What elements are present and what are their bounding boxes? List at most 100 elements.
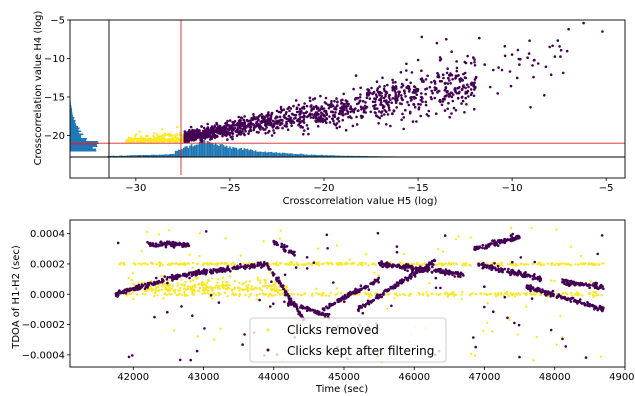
histogram-bar xyxy=(141,155,143,157)
data-point xyxy=(457,91,461,95)
data-point xyxy=(472,85,475,88)
data-point xyxy=(464,86,467,90)
data-point xyxy=(515,76,519,80)
data-point xyxy=(186,288,190,291)
data-point xyxy=(337,299,341,302)
data-point xyxy=(531,262,534,265)
data-point xyxy=(331,114,335,117)
data-point xyxy=(267,111,270,114)
data-point xyxy=(460,96,464,99)
data-point xyxy=(386,83,389,87)
data-point xyxy=(347,292,351,295)
data-point xyxy=(601,285,604,288)
data-point xyxy=(150,287,153,290)
data-point xyxy=(486,264,490,267)
data-point xyxy=(221,283,225,286)
data-point xyxy=(280,245,283,248)
data-point xyxy=(473,64,477,67)
data-point xyxy=(441,100,445,103)
data-point xyxy=(307,132,310,136)
histogram-bar xyxy=(195,144,198,157)
data-point xyxy=(443,95,447,98)
data-point xyxy=(378,294,382,297)
data-point xyxy=(383,99,386,103)
data-point xyxy=(409,277,413,280)
data-point xyxy=(461,262,465,265)
histogram-bar xyxy=(250,149,252,157)
data-point xyxy=(228,119,232,122)
data-point xyxy=(289,121,292,124)
histogram-bar xyxy=(158,154,161,157)
data-point xyxy=(429,96,433,99)
histogram-bar xyxy=(171,154,174,157)
data-point xyxy=(515,272,519,276)
data-point xyxy=(156,294,159,297)
data-point xyxy=(406,269,409,273)
data-point xyxy=(189,271,193,274)
data-point xyxy=(428,85,432,89)
data-point xyxy=(451,77,454,81)
histogram-bar xyxy=(192,146,194,157)
data-point xyxy=(138,137,141,140)
data-point xyxy=(460,297,464,301)
data-point xyxy=(278,115,282,119)
data-point xyxy=(154,276,158,280)
data-point xyxy=(534,293,537,297)
data-point xyxy=(210,272,213,275)
data-point xyxy=(319,111,323,114)
y-tick-label: 0.0000 xyxy=(30,290,65,301)
data-point xyxy=(309,112,312,115)
data-point xyxy=(261,126,265,130)
data-point xyxy=(206,122,209,126)
histogram-bar xyxy=(154,154,156,157)
data-point xyxy=(116,293,120,297)
data-point xyxy=(297,103,301,107)
data-point xyxy=(176,137,179,140)
data-point xyxy=(204,230,208,233)
data-point xyxy=(266,286,269,290)
data-point xyxy=(418,293,422,296)
data-point xyxy=(178,289,182,292)
data-point xyxy=(427,114,430,118)
data-point xyxy=(293,302,296,305)
data-point xyxy=(376,107,379,110)
data-point xyxy=(269,271,272,274)
data-point xyxy=(482,265,486,269)
data-point xyxy=(279,293,282,296)
data-point xyxy=(205,285,208,289)
data-point xyxy=(276,288,279,291)
data-point xyxy=(247,132,250,135)
data-point xyxy=(220,284,223,287)
data-point xyxy=(473,107,476,111)
data-point xyxy=(351,108,354,111)
data-point xyxy=(453,87,457,90)
data-point xyxy=(583,304,587,307)
data-point xyxy=(150,289,154,292)
data-point xyxy=(489,292,492,295)
data-point xyxy=(416,88,420,91)
data-point xyxy=(233,279,237,283)
data-point xyxy=(217,278,220,281)
data-point xyxy=(474,75,478,79)
data-point xyxy=(430,271,434,274)
histogram-bar xyxy=(70,147,93,149)
x-axis-label-top: Crosscorrelation value H5 (log) xyxy=(283,196,438,207)
data-point xyxy=(382,262,385,266)
data-point xyxy=(258,298,261,302)
data-point xyxy=(401,112,404,116)
histogram-bar xyxy=(323,155,326,157)
data-point xyxy=(273,262,277,265)
data-point xyxy=(558,45,561,48)
data-point xyxy=(153,282,157,286)
histogram-bar xyxy=(254,150,257,157)
data-point xyxy=(358,304,362,308)
data-point xyxy=(283,116,287,119)
data-point xyxy=(511,260,514,264)
data-point xyxy=(200,283,203,287)
data-point xyxy=(359,114,363,118)
histogram-bar xyxy=(70,132,79,134)
data-point xyxy=(270,280,273,284)
data-point xyxy=(275,263,279,266)
data-point xyxy=(157,138,160,141)
data-point xyxy=(434,268,438,272)
